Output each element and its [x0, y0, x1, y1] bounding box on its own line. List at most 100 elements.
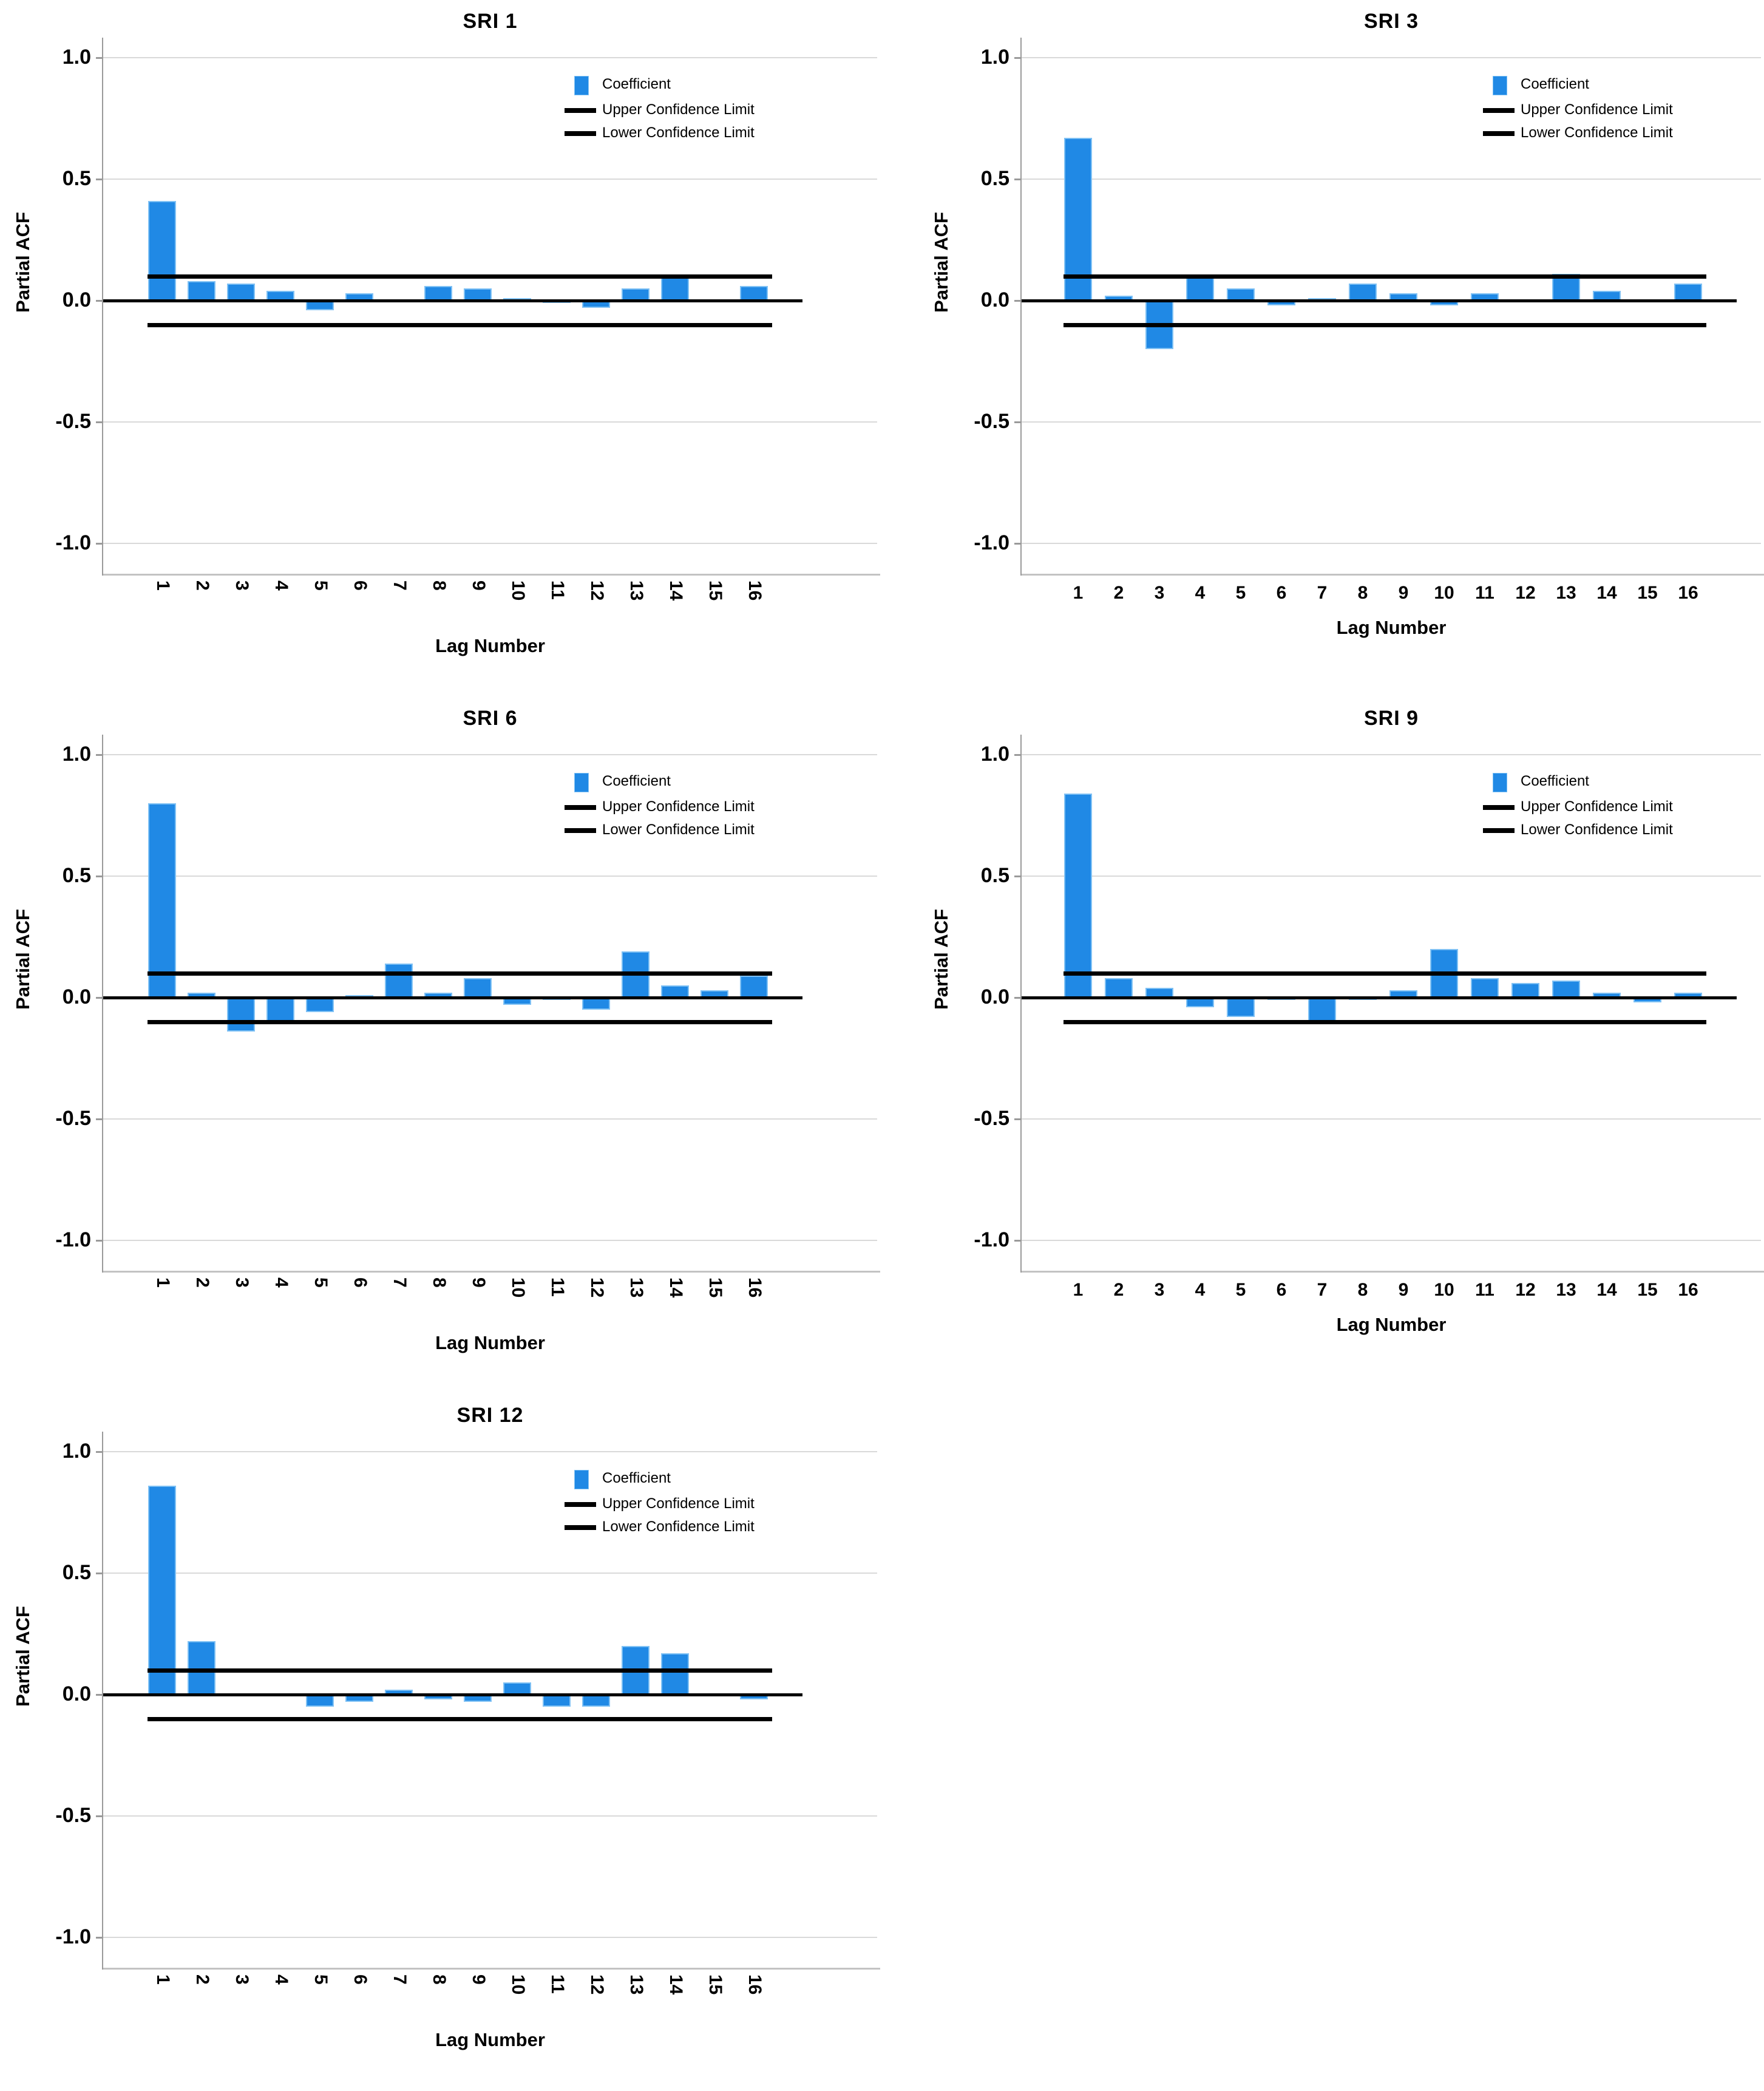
x-tick-label: 8: [1357, 583, 1368, 603]
gridline: [1022, 1240, 1761, 1241]
zero-line: [103, 1693, 802, 1696]
y-axis-tick: [96, 1572, 102, 1574]
legend-upper-limit-swatch: [1483, 108, 1515, 113]
gridline: [103, 421, 877, 423]
x-tick-label: 5: [1235, 1280, 1246, 1300]
x-tick-label: 9: [469, 580, 489, 591]
x-tick-label: 16: [745, 580, 765, 601]
x-tick-label: 15: [1637, 583, 1658, 603]
y-axis-tick: [96, 1815, 102, 1817]
y-axis-label: Partial ACF: [12, 212, 33, 313]
legend-coefficient-swatch: [574, 76, 589, 95]
x-tick-label: 7: [390, 580, 410, 591]
y-tick-label: -1.0: [55, 1228, 91, 1251]
gridline: [103, 1815, 877, 1817]
legend-item-label: Upper Confidence Limit: [602, 798, 755, 815]
legend-lower-limit-swatch: [565, 828, 596, 833]
x-tick-label: 3: [232, 1974, 252, 1985]
legend: Coefficient Upper Confidence Limit Lower C…: [565, 764, 819, 843]
pacf-bar-lag-2: [1105, 978, 1133, 998]
pacf-bar-lag-5: [1227, 998, 1255, 1017]
x-tick-label: 5: [311, 1277, 331, 1288]
y-tick-label: 0.5: [980, 167, 1009, 190]
x-tick-label: 12: [587, 1974, 607, 1995]
pacf-bar-lag-4: [266, 998, 294, 1022]
pacf-bar-lag-10: [503, 1682, 531, 1695]
plot-frame-bottom: [1022, 574, 1764, 576]
y-tick-label: -0.5: [55, 1107, 91, 1130]
x-tick-label: 16: [745, 1277, 765, 1298]
y-tick-label: -0.5: [55, 1804, 91, 1827]
y-axis-tick: [96, 1240, 102, 1242]
pacf-bar-lag-5: [306, 1695, 334, 1707]
x-tick-label: 15: [705, 580, 725, 601]
x-tick-label: 15: [705, 1974, 725, 1995]
gridline: [103, 1572, 877, 1574]
y-axis-tick: [1014, 1240, 1020, 1242]
y-tick-label: -1.0: [55, 531, 91, 554]
y-axis-tick: [1014, 543, 1020, 545]
y-axis-line: [102, 735, 103, 1273]
zero-line: [103, 996, 802, 999]
legend-item-label: Coefficient: [602, 76, 671, 92]
x-tick-label: 3: [1154, 583, 1165, 603]
gridline: [103, 1118, 877, 1120]
gridline: [103, 57, 877, 58]
y-axis-line: [102, 38, 103, 576]
x-tick-label: 3: [1154, 1280, 1165, 1300]
y-axis-label: Partial ACF: [12, 909, 33, 1010]
pacf-bar-lag-13: [1552, 981, 1580, 998]
pacf-bar-lag-8: [1349, 284, 1377, 301]
y-axis-tick: [96, 421, 102, 423]
x-tick-label: 1: [153, 580, 173, 591]
y-tick-label: 1.0: [980, 46, 1009, 69]
upper-confidence-line: [1063, 274, 1706, 279]
plot-frame-bottom: [103, 1968, 880, 1970]
pacf-bar-lag-16: [1674, 284, 1702, 301]
zero-line: [1022, 299, 1737, 302]
x-tick-label: 9: [469, 1974, 489, 1985]
x-tick-label: 7: [1317, 583, 1328, 603]
x-tick-label: 9: [1398, 583, 1409, 603]
y-axis-tick: [96, 1937, 102, 1939]
y-axis-tick: [96, 543, 102, 545]
legend-upper-limit-swatch: [565, 108, 596, 113]
y-tick-label: 1.0: [62, 743, 91, 766]
pacf-bar-lag-12: [582, 998, 610, 1010]
x-tick-label: 11: [1475, 583, 1494, 603]
lower-confidence-line: [148, 1020, 772, 1024]
legend-lower-limit-swatch: [565, 1525, 596, 1530]
x-tick-label: 7: [390, 1277, 410, 1288]
y-axis-tick: [96, 875, 102, 877]
x-tick-label: 1: [1073, 1280, 1084, 1300]
x-tick-label: 1: [1073, 583, 1084, 603]
x-tick-label: 2: [1113, 583, 1124, 603]
chart-title: SRI 9: [1363, 707, 1419, 730]
gridline: [103, 1240, 877, 1241]
gridline: [1022, 1118, 1761, 1120]
pacf-bar-lag-16: [740, 976, 768, 998]
x-tick-label: 4: [1195, 583, 1206, 603]
legend-coefficient-swatch: [1493, 773, 1507, 792]
x-tick-label: 10: [508, 1974, 528, 1995]
x-tick-label: 6: [1276, 583, 1287, 603]
y-axis-line: [1020, 38, 1022, 576]
x-tick-label: 12: [587, 1277, 607, 1298]
plot-frame-bottom: [1022, 1271, 1764, 1273]
pacf-bar-lag-1: [148, 201, 176, 301]
pacf-bar-lag-3: [227, 998, 255, 1032]
x-tick-label: 1: [153, 1277, 173, 1288]
y-tick-label: -0.5: [55, 410, 91, 433]
x-tick-label: 5: [311, 580, 331, 591]
pacf-bar-lag-2: [188, 1641, 215, 1695]
x-tick-label: 12: [1515, 583, 1536, 603]
legend: Coefficient Upper Confidence Limit Lower C…: [565, 67, 819, 146]
x-tick-label: 16: [1678, 583, 1698, 603]
x-tick-label: 10: [508, 580, 528, 601]
y-tick-label: 0.5: [62, 864, 91, 887]
y-axis-tick: [96, 1694, 102, 1696]
y-axis-tick: [96, 178, 102, 180]
y-axis-line: [102, 1432, 103, 1970]
gridline: [1022, 421, 1761, 423]
legend-lower-limit-swatch: [565, 131, 596, 136]
